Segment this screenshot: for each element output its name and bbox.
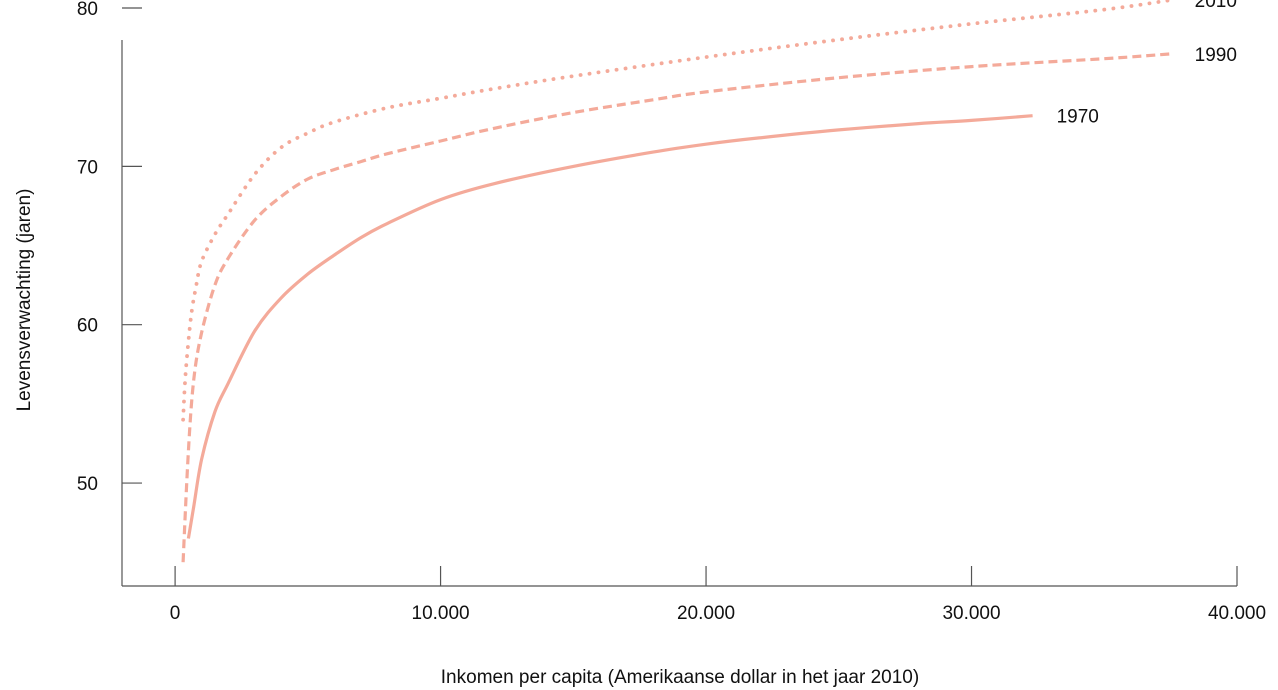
y-tick-label: 80	[77, 0, 98, 20]
series-label-2010: 2010	[1195, 0, 1237, 12]
series-labels: 1970 1990 2010	[1057, 0, 1237, 128]
x-tick-label: 30.000	[942, 603, 1000, 624]
x-tick-label: 20.000	[677, 603, 735, 624]
x-axis-ticks: 0 10.000 20.000 30.000 40.000	[170, 566, 1266, 624]
y-tick-label: 50	[77, 474, 98, 495]
y-tick-label: 60	[77, 316, 98, 337]
x-tick-label: 10.000	[412, 603, 470, 624]
x-tick-label: 0	[170, 603, 181, 624]
x-axis-title: Inkomen per capita (Amerikaanse dollar i…	[441, 667, 919, 688]
y-axis-ticks: 50 60 70 80	[77, 0, 142, 495]
series-line-1970	[186, 114, 1033, 539]
axes	[121, 40, 1237, 587]
y-axis-title: Levensverwachting (jaren)	[14, 189, 35, 412]
series-label-1990: 1990	[1195, 45, 1237, 66]
x-tick-label: 40.000	[1208, 603, 1266, 624]
y-tick-label: 70	[77, 157, 98, 178]
series-label-1970: 1970	[1057, 107, 1099, 128]
series-lines	[181, 0, 1173, 563]
series-line-1990	[181, 52, 1171, 563]
series-line-2010	[181, 0, 1173, 422]
